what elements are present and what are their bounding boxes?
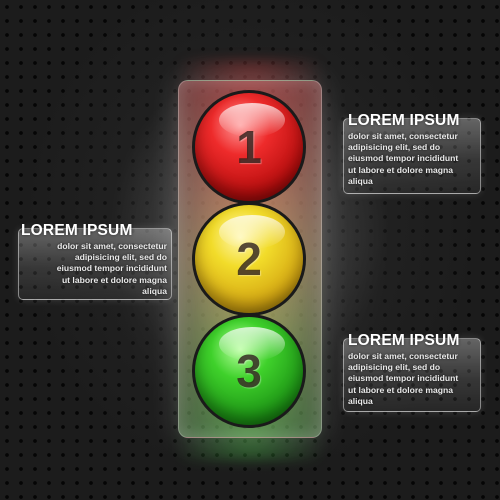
lamp-number-2: 2 [236,233,262,285]
info-panel-3-line: eiusmod tempor incididunt [348,373,459,384]
traffic-light-lamp-red: 1 [192,90,306,204]
info-panel-3-line: ut labore et dolore magna [348,384,454,395]
info-panel-3-line: adipisicing elit, sed do [348,362,441,373]
info-panel-1: LOREM IPSUM dolor sit amet, consectetur … [343,112,481,194]
info-panel-3-line: dolor sit amet, consectetur [348,351,458,361]
info-panel-2-title: LOREM IPSUM [21,222,133,239]
info-panel-1-text: dolor sit amet, consectetur adipisicing … [348,131,476,187]
info-panel-1-line: adipisicing elit, sed do [348,142,441,153]
info-panel-2-line: dolor sit amet, consectetur [57,241,167,251]
lamp-number-1: 1 [236,121,262,173]
info-panel-2-line: eiusmod tempor incididunt [56,263,167,274]
info-panel-3: LOREM IPSUM dolor sit amet, consectetur … [343,332,481,412]
info-panel-3-line: aliqua [348,395,373,406]
info-panel-3-text: dolor sit amet, consectetur adipisicing … [348,351,476,407]
info-panel-1-line: aliqua [348,175,373,186]
traffic-light-lamp-yellow: 2 [192,202,306,316]
info-panel-2: LOREM IPSUM dolor sit amet, consectetur … [18,222,172,300]
info-panel-2-line: aliqua [142,285,167,296]
info-panel-2-line: ut labore et dolore magna [61,274,167,285]
info-panel-2-text: dolor sit amet, consectetur adipisicing … [21,241,167,297]
lamp-number-3: 3 [236,345,262,397]
traffic-light-lamp-green: 3 [192,314,306,428]
info-panel-3-title: LOREM IPSUM [348,332,460,349]
info-panel-1-title: LOREM IPSUM [348,112,460,129]
info-panel-1-line: ut labore et dolore magna [348,164,454,175]
info-panel-1-line: eiusmod tempor incididunt [348,153,459,164]
info-panel-1-line: dolor sit amet, consectetur [348,131,458,141]
info-panel-2-line: adipisicing elit, sed do [74,252,167,263]
